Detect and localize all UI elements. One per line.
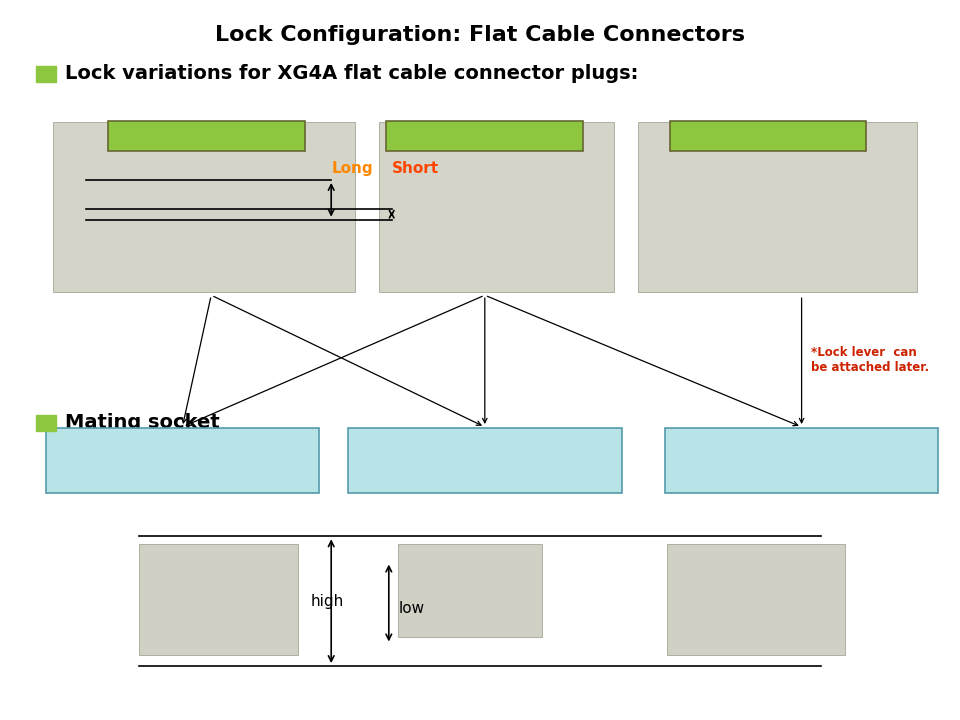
Text: (Discrete wire IDC socket): (Discrete wire IDC socket) <box>709 470 894 484</box>
Text: No lock: No lock <box>733 127 803 145</box>
Text: XG4M: XG4M <box>465 440 505 458</box>
Text: (With strain relief socket): (With strain relief socket) <box>86 470 278 484</box>
Text: (Flat cable IDC socket): (Flat cable IDC socket) <box>403 470 566 484</box>
Text: Lock Configuration: Flat Cable Connectors: Lock Configuration: Flat Cable Connector… <box>215 25 745 45</box>
FancyBboxPatch shape <box>53 122 355 292</box>
Text: Short lock: Short lock <box>435 127 535 145</box>
FancyBboxPatch shape <box>46 428 319 493</box>
FancyBboxPatch shape <box>398 544 542 637</box>
Text: Long: Long <box>331 161 372 176</box>
FancyBboxPatch shape <box>36 66 56 82</box>
Text: high: high <box>310 594 344 608</box>
FancyBboxPatch shape <box>379 122 614 292</box>
FancyBboxPatch shape <box>36 415 56 431</box>
FancyBboxPatch shape <box>386 121 584 151</box>
Text: *Lock lever  can
be attached later.: *Lock lever can be attached later. <box>811 346 929 374</box>
FancyBboxPatch shape <box>670 121 866 151</box>
FancyBboxPatch shape <box>108 121 305 151</box>
Text: XG5M: XG5M <box>781 440 822 458</box>
FancyBboxPatch shape <box>664 428 939 493</box>
Text: XG4M-T: XG4M-T <box>153 440 212 458</box>
Text: Lock variations for XG4A flat cable connector plugs:: Lock variations for XG4A flat cable conn… <box>65 64 638 83</box>
Text: low: low <box>398 601 424 616</box>
Text: Mating socket: Mating socket <box>65 413 220 432</box>
FancyBboxPatch shape <box>139 544 298 655</box>
Text: Short: Short <box>392 161 439 176</box>
FancyBboxPatch shape <box>638 122 917 292</box>
FancyBboxPatch shape <box>348 428 621 493</box>
FancyBboxPatch shape <box>667 544 845 655</box>
Text: Long lock: Long lock <box>161 127 252 145</box>
